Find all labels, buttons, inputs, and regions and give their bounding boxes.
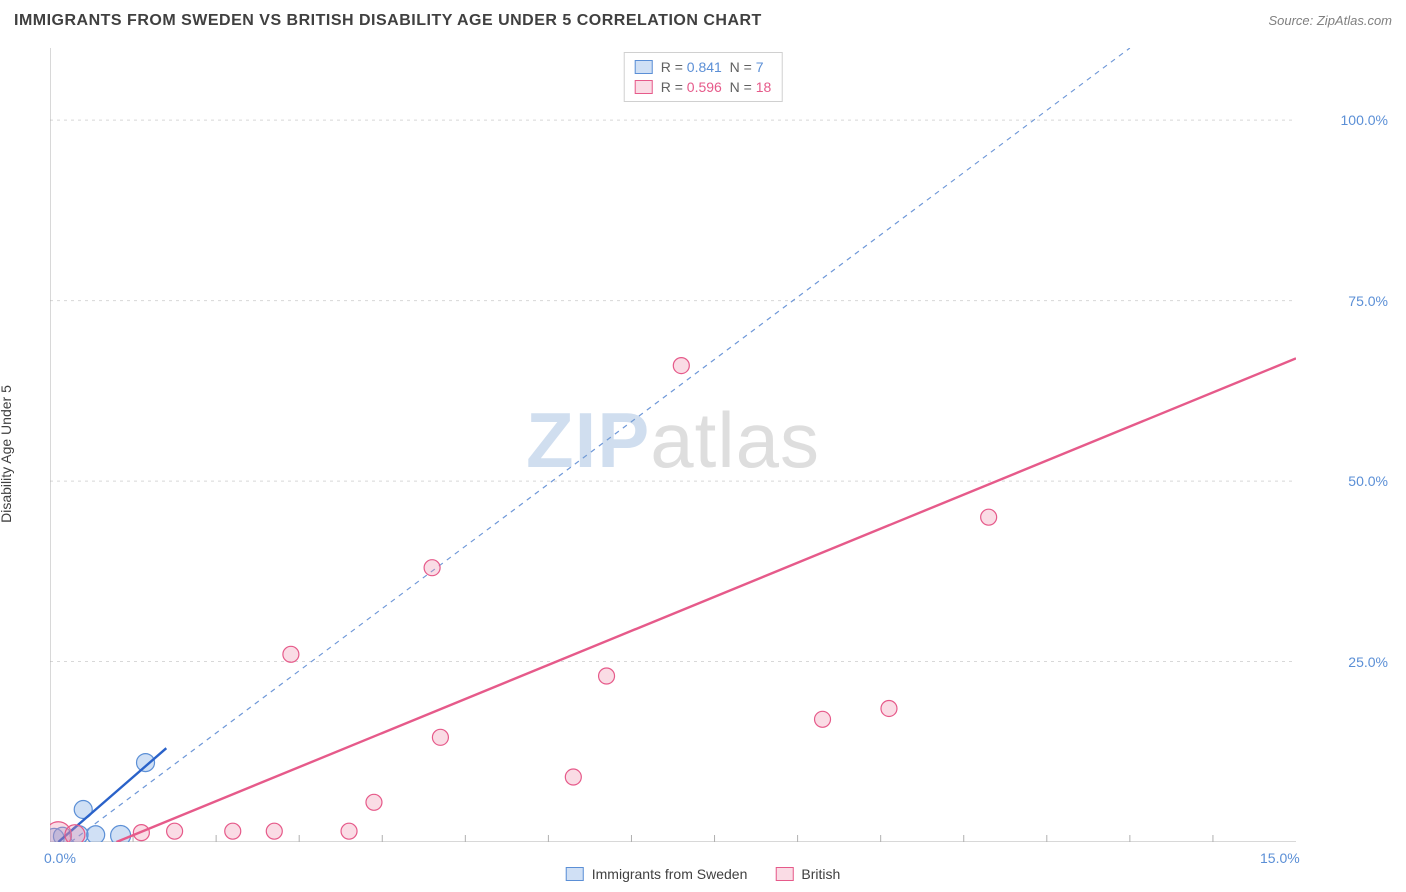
legend-item-british: British bbox=[775, 866, 840, 882]
y-axis-label: Disability Age Under 5 bbox=[0, 385, 14, 523]
swatch-icon bbox=[635, 80, 653, 94]
legend-item-sweden: Immigrants from Sweden bbox=[566, 866, 748, 882]
stats-text: R = 0.841 N = 7 bbox=[661, 59, 764, 75]
swatch-icon bbox=[635, 60, 653, 74]
legend-label: Immigrants from Sweden bbox=[592, 866, 748, 882]
x-tick-label: 0.0% bbox=[44, 850, 76, 866]
y-tick-label: 25.0% bbox=[1348, 654, 1388, 670]
stats-legend: R = 0.841 N = 7 R = 0.596 N = 18 bbox=[624, 52, 783, 102]
swatch-icon bbox=[566, 867, 584, 881]
legend-label: British bbox=[801, 866, 840, 882]
chart-title: IMMIGRANTS FROM SWEDEN VS BRITISH DISABI… bbox=[14, 12, 762, 30]
y-tick-label: 100.0% bbox=[1341, 112, 1388, 128]
x-tick-label: 15.0% bbox=[1260, 850, 1300, 866]
chart-header: IMMIGRANTS FROM SWEDEN VS BRITISH DISABI… bbox=[14, 12, 1392, 30]
stats-row-british: R = 0.596 N = 18 bbox=[635, 77, 772, 97]
stats-row-sweden: R = 0.841 N = 7 bbox=[635, 57, 772, 77]
plot-area: ZIPatlas bbox=[50, 48, 1296, 842]
y-tick-label: 50.0% bbox=[1348, 473, 1388, 489]
swatch-icon bbox=[775, 867, 793, 881]
stats-text: R = 0.596 N = 18 bbox=[661, 79, 772, 95]
chart-svg bbox=[50, 48, 1296, 842]
chart-source: Source: ZipAtlas.com bbox=[1268, 13, 1392, 28]
series-legend: Immigrants from Sweden British bbox=[566, 866, 841, 882]
y-tick-label: 75.0% bbox=[1348, 293, 1388, 309]
